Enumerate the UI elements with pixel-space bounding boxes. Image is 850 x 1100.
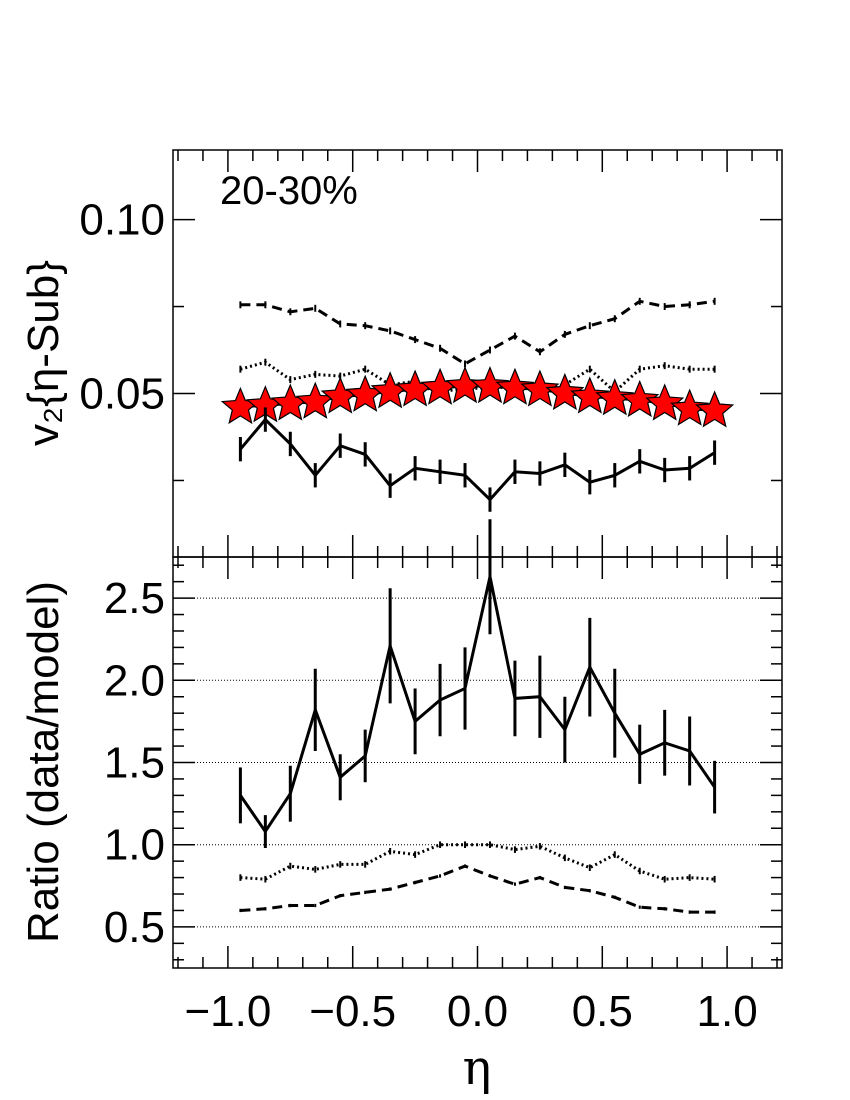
series-stars	[220, 365, 735, 428]
star-marker	[545, 372, 585, 411]
star-marker	[395, 369, 435, 407]
series-line	[239, 360, 715, 394]
series-dotted	[239, 841, 716, 883]
y-tick-label: 0.05	[79, 370, 165, 419]
centrality-label: 20-30%	[220, 169, 358, 213]
x-tick-label: 0.0	[447, 987, 508, 1036]
series-line	[239, 576, 716, 835]
x-tick-label: 1.0	[697, 987, 758, 1036]
series-dashed	[239, 864, 716, 914]
star-marker	[320, 376, 360, 414]
y-tick-label: 2.0	[104, 656, 165, 705]
star-marker	[220, 386, 260, 425]
y-tick-label: 0.5	[104, 903, 165, 952]
x-tick-label: −0.5	[309, 987, 396, 1036]
series-line	[240, 843, 715, 881]
series-line	[239, 417, 716, 502]
star-marker	[570, 376, 610, 414]
lower-y-axis-label: Ratio (data/model)	[19, 581, 68, 943]
star-marker	[695, 390, 735, 428]
y-tick-label: 1.5	[104, 739, 165, 788]
x-tick-label: −1.0	[184, 987, 271, 1036]
star-marker	[295, 381, 335, 419]
star-marker	[620, 379, 660, 418]
upper-panel: 0.05 0.10	[79, 149, 783, 558]
star-marker	[345, 374, 385, 412]
series-dashed	[239, 297, 716, 368]
star-marker	[420, 367, 460, 405]
lower-panel: 0.5 1.0 1.5 2.0 2.5 −1.0 −0.5 0.0 0.5 1.0	[104, 519, 783, 1036]
series-solid	[238, 407, 717, 512]
star-marker	[670, 388, 710, 426]
y-tick-label: 1.0	[104, 821, 165, 870]
series-line	[240, 864, 715, 914]
upper-y-axis-label: v₂{η-Sub}	[19, 260, 68, 446]
series-line	[240, 299, 715, 366]
star-marker	[645, 383, 685, 421]
series-solid	[238, 519, 717, 848]
star-marker	[520, 369, 560, 407]
star-marker	[270, 383, 310, 421]
star-marker	[470, 365, 510, 404]
y-tick-label: 2.5	[104, 574, 165, 623]
y-tick-label: 0.10	[79, 196, 165, 245]
x-axis-label: η	[463, 1040, 492, 1096]
x-tick-label: 0.5	[572, 987, 633, 1036]
star-marker	[370, 371, 410, 409]
star-marker	[595, 378, 635, 416]
star-marker	[495, 367, 535, 405]
